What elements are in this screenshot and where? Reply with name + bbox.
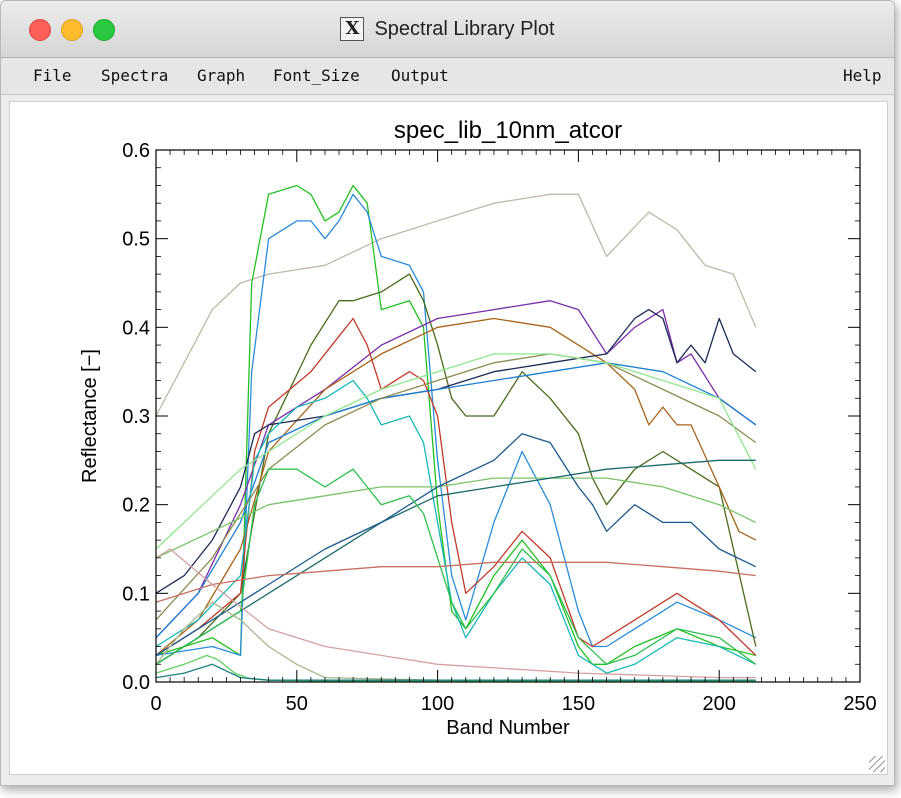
series-line-10 (155, 379, 757, 674)
series-line-20 (155, 654, 756, 682)
series-line-16 (155, 468, 757, 665)
y-tick-label: 0.3 (122, 406, 150, 428)
series-line-7 (155, 317, 757, 656)
y-tick-label: 0.0 (122, 672, 150, 694)
menu-spectra[interactable]: Spectra (101, 66, 169, 85)
menu-bar: File Spectra Graph Font_Size Output Help (1, 58, 894, 95)
series-line-17 (155, 561, 756, 603)
series-line-6 (155, 317, 757, 656)
menu-help[interactable]: Help (843, 66, 882, 85)
y-tick-label: 0.1 (122, 583, 150, 605)
x-tick-label: 200 (703, 693, 736, 715)
series-line-1 (155, 193, 757, 417)
title-bar[interactable]: X Spectral Library Plot (1, 1, 894, 58)
x-tick-label: 150 (562, 693, 595, 715)
resize-grip[interactable] (869, 756, 885, 772)
series-line-12 (155, 353, 757, 550)
close-window-button[interactable] (29, 19, 51, 41)
y-tick-label: 0.6 (122, 140, 150, 162)
x11-icon: X (340, 17, 365, 41)
plot-area: 0 50 100 150 200 250 0.0 0.1 0.2 0.3 0.4 0.5 0.6 spec… (9, 101, 888, 775)
spectral-library-window: X Spectral Library Plot File Spectra Gra… (0, 0, 895, 786)
series-line-13 (155, 477, 757, 559)
menu-output[interactable]: Output (391, 66, 449, 85)
series-line-18 (155, 548, 756, 679)
menu-font-size[interactable]: Font_Size (273, 66, 360, 85)
series-line-9 (155, 362, 757, 639)
series-line-11 (155, 353, 757, 621)
y-tick-label: 0.4 (122, 317, 150, 339)
series-line-2 (155, 184, 756, 665)
series-line-8 (155, 308, 757, 594)
minimize-window-button[interactable] (61, 19, 83, 41)
y-tick-label: 0.2 (122, 495, 150, 517)
x-tick-label: 250 (843, 693, 876, 715)
x-tick-label: 100 (421, 693, 454, 715)
menu-graph[interactable]: Graph (197, 66, 246, 85)
zoom-window-button[interactable] (93, 19, 115, 41)
x-tick-label: 50 (286, 693, 308, 715)
chart-title: spec_lib_10nm_atcor (394, 117, 622, 144)
menu-file[interactable]: File (33, 66, 72, 85)
series-line-21 (155, 663, 756, 681)
x-tick-label: 0 (150, 693, 161, 715)
series-line-14 (155, 459, 756, 665)
series-line-15 (155, 433, 757, 656)
window-title: Spectral Library Plot (374, 17, 555, 40)
y-axis-label: Reflectance [−] (79, 349, 101, 483)
y-tick-label: 0.5 (122, 229, 150, 251)
spectral-chart: 0 50 100 150 200 250 0.0 0.1 0.2 0.3 0.4 0.5 0.6 spec… (79, 117, 877, 739)
x-axis-label: Band Number (446, 717, 570, 739)
series-line-3 (155, 193, 757, 657)
